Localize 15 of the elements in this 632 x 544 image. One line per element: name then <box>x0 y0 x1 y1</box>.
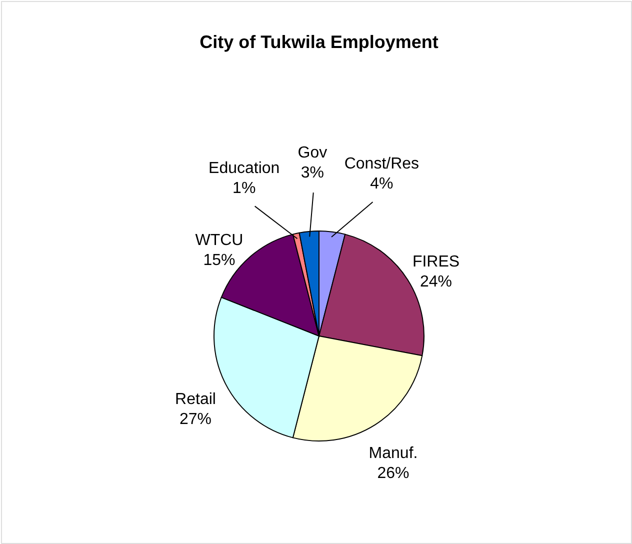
data-label: 15% <box>203 252 236 269</box>
data-label: 24% <box>420 274 452 291</box>
slice-label: Manuf. <box>368 445 418 462</box>
data-label: 26% <box>377 465 410 482</box>
slice-label: Const/Res <box>344 155 420 172</box>
slice-label: FIRES <box>412 254 460 271</box>
slice-label: Education <box>208 160 280 178</box>
data-label: 3% <box>300 164 324 182</box>
data-label: 4% <box>370 175 394 192</box>
slice-label: Gov <box>298 144 328 162</box>
data-label: 27% <box>179 410 212 428</box>
chart-title: City of Tukwila Employment <box>200 32 438 52</box>
slice-label: Retail <box>175 390 216 408</box>
slice-label: WTCU <box>195 232 244 249</box>
data-label: 1% <box>232 180 256 198</box>
